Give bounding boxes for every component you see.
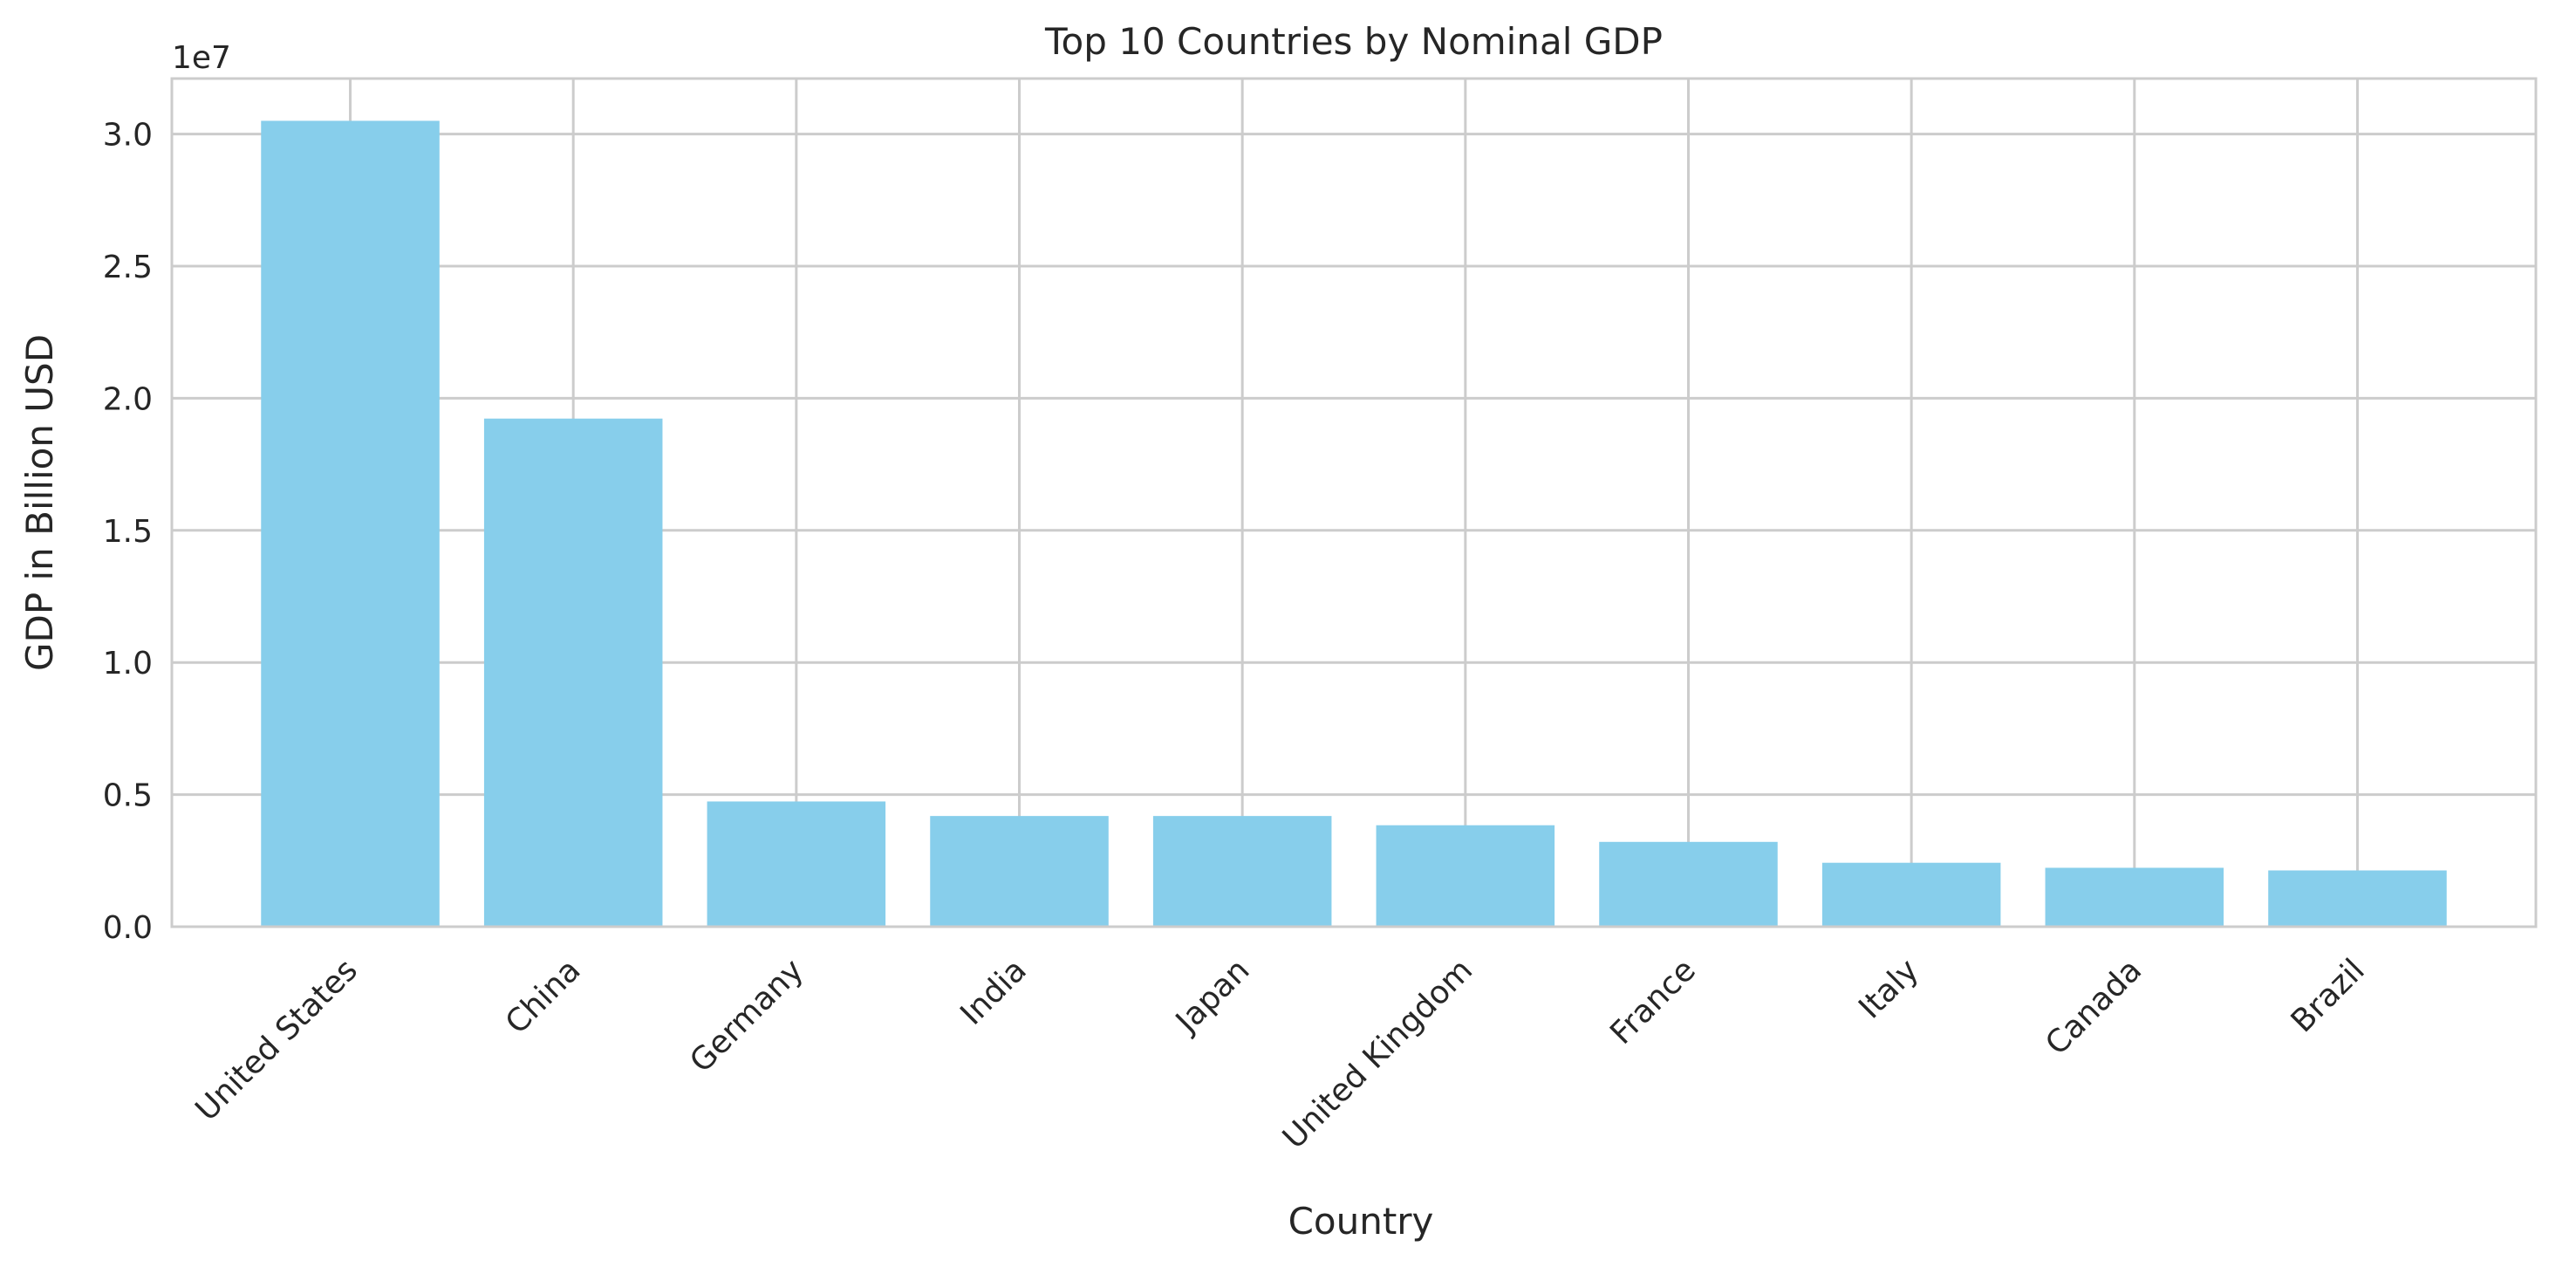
x-tick-label: Japan [1168,952,1256,1040]
x-tick-label: Germany [683,952,810,1079]
x-tick-label: United States [189,952,365,1127]
bars [261,120,2447,928]
y-tick-label: 1.5 [103,514,153,550]
bar-italy [1821,862,2001,927]
y-axis-offset-text: 1e7 [172,40,231,76]
bar-canada [2045,867,2224,927]
y-tick-label: 0.5 [103,778,153,814]
y-axis-title: GDP in Billion USD [18,334,61,671]
y-axis-ticks: 0.0 0.5 1.0 1.5 2.0 2.5 3.0 [103,118,153,946]
bar-france [1599,841,1778,927]
plot-spines [170,77,2538,928]
x-tick-label: Italy [1852,952,1925,1025]
bar-japan [1152,816,1332,927]
x-tick-label: France [1603,952,1703,1051]
bar-united-kingdom [1376,825,1555,927]
x-tick-label: Canada [2039,952,2149,1062]
plot-frame [170,77,2538,928]
bar-united-states [261,120,440,927]
chart-title: Top 10 Countries by Nominal GDP [1044,20,1663,63]
x-axis-title: Country [1288,1200,1434,1243]
y-tick-label: 2.0 [103,381,153,417]
bar-china [483,418,663,928]
y-tick-label: 3.0 [103,118,153,154]
y-tick-label: 0.0 [103,910,153,946]
bar-germany [707,801,886,927]
x-tick-label: United Kingdom [1276,952,1479,1155]
y-tick-label: 1.0 [103,646,153,682]
x-tick-label: Brazil [2285,952,2372,1039]
bar-india [930,816,1109,927]
x-axis-ticks: United States China Germany India Japan Unite… [189,952,2372,1155]
y-tick-label: 2.5 [103,250,153,285]
x-tick-label: India [953,952,1033,1031]
x-tick-label: China [499,952,588,1041]
bar-brazil [2268,870,2447,927]
